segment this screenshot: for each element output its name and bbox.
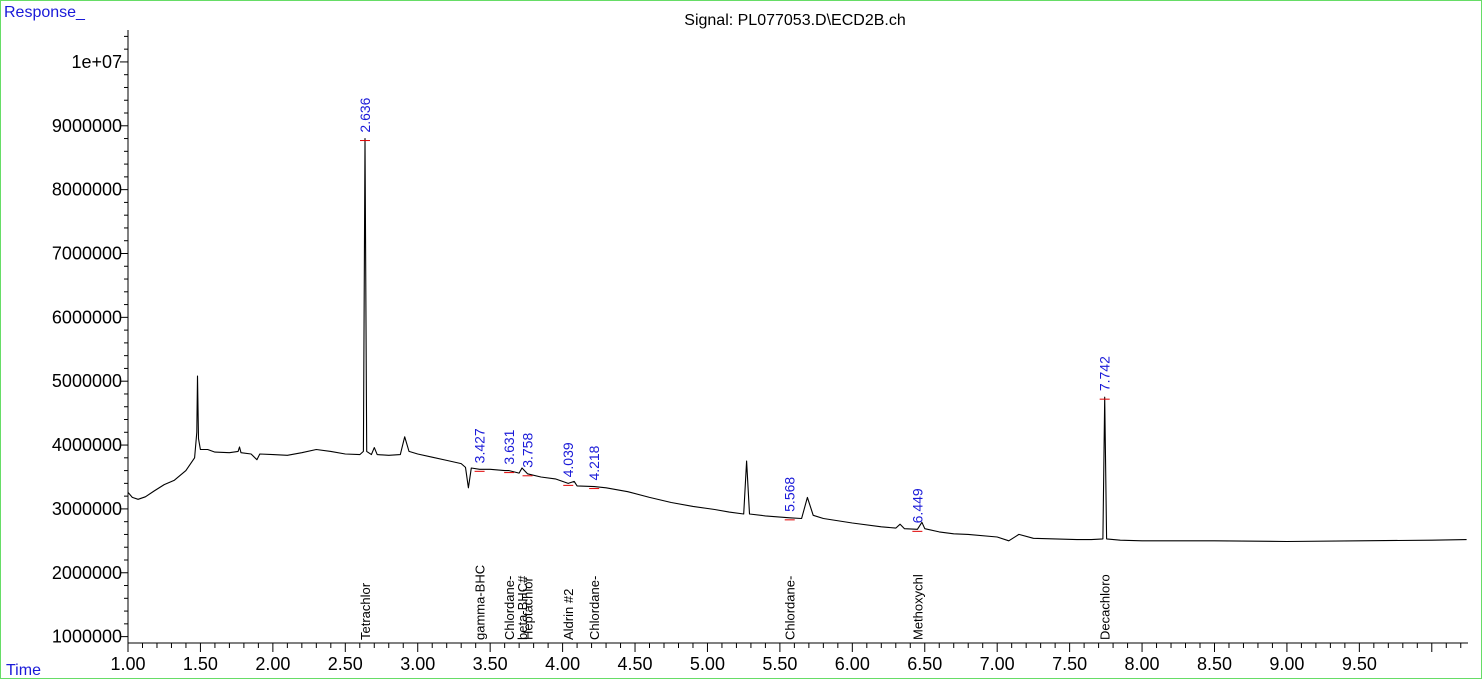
x-tick-label: 4.50 bbox=[618, 654, 653, 674]
signal-trace bbox=[127, 138, 1467, 543]
compound-label: Decachloro bbox=[1098, 574, 1113, 640]
compound-label: Chlordane- bbox=[587, 576, 602, 640]
y-axis-label: Response_ bbox=[4, 4, 86, 21]
signal-trace-group bbox=[127, 138, 1467, 543]
x-tick-label: 5.50 bbox=[762, 654, 797, 674]
compound-label: gamma-BHC bbox=[473, 565, 488, 640]
y-tick-label: 4000000 bbox=[52, 435, 122, 455]
compound-label: Chlordane- bbox=[783, 576, 798, 640]
chart-title: Signal: PL077053.D\ECD2B.ch bbox=[684, 12, 905, 29]
x-tick-label: 9.50 bbox=[1342, 654, 1377, 674]
peak-label: 5.568 bbox=[782, 477, 798, 512]
compound-label: Heptachlor bbox=[521, 576, 536, 640]
compound-labels: Tetrachlor gamma-BHC Chlordane-beta-BHC#He… bbox=[358, 565, 1113, 640]
x-tick-label: 2.50 bbox=[328, 654, 363, 674]
compound-label: Aldrin #2 bbox=[561, 589, 576, 640]
axes: 1.00 1.50 2.00 2.50 3.00 3.50 4.00 4.50 5.00 5.50… bbox=[52, 30, 1468, 674]
x-tick-label: 7.50 bbox=[1052, 654, 1087, 674]
x-tick-label: 8.00 bbox=[1125, 654, 1160, 674]
y-tick-label: 5000000 bbox=[52, 371, 122, 391]
peak-label: 7.742 bbox=[1097, 356, 1113, 391]
compound-label: Methoxychl bbox=[910, 574, 925, 640]
y-tick-label: 6000000 bbox=[52, 307, 122, 327]
peak-label: 3.631 bbox=[501, 429, 517, 464]
x-tick-label: 1.00 bbox=[110, 654, 145, 674]
x-tick-label: 5.00 bbox=[690, 654, 725, 674]
y-tick-label: 9000000 bbox=[52, 116, 122, 136]
x-tick-label: 7.00 bbox=[980, 654, 1015, 674]
y-tick-label: 8000000 bbox=[52, 180, 122, 200]
peak-label: 4.218 bbox=[586, 445, 602, 480]
peak-labels: 2.636 3.427 3.631 3.758 4.039 4.218 5.568 6.449… bbox=[357, 97, 1113, 532]
x-tick-label: 6.50 bbox=[907, 654, 942, 674]
compound-label: Tetrachlor bbox=[358, 582, 373, 640]
peak-label: 6.449 bbox=[909, 488, 925, 523]
x-tick-label: 8.50 bbox=[1197, 654, 1232, 674]
x-tick-label: 3.50 bbox=[473, 654, 508, 674]
x-tick-label: 9.00 bbox=[1269, 654, 1304, 674]
y-tick-label: 7000000 bbox=[52, 243, 122, 263]
peak-label: 3.427 bbox=[472, 428, 488, 463]
y-tick-label: 1e+07 bbox=[71, 52, 122, 72]
y-tick-label: 2000000 bbox=[52, 563, 122, 583]
x-tick-label: 3.00 bbox=[400, 654, 435, 674]
x-tick-label: 1.50 bbox=[183, 654, 218, 674]
y-tick-label: 3000000 bbox=[52, 499, 122, 519]
peak-label: 3.758 bbox=[520, 433, 536, 468]
x-tick-label: 6.00 bbox=[835, 654, 870, 674]
peak-label: 4.039 bbox=[560, 442, 576, 477]
compound-label: beta-BHC# bbox=[515, 575, 530, 640]
compound-label: Chlordane- bbox=[502, 576, 517, 640]
y-tick-label: 1000000 bbox=[52, 627, 122, 647]
peak-label: 2.636 bbox=[357, 97, 373, 132]
x-axis-label: Time bbox=[6, 662, 41, 679]
x-tick-label: 4.00 bbox=[545, 654, 580, 674]
x-tick-label: 2.00 bbox=[255, 654, 290, 674]
